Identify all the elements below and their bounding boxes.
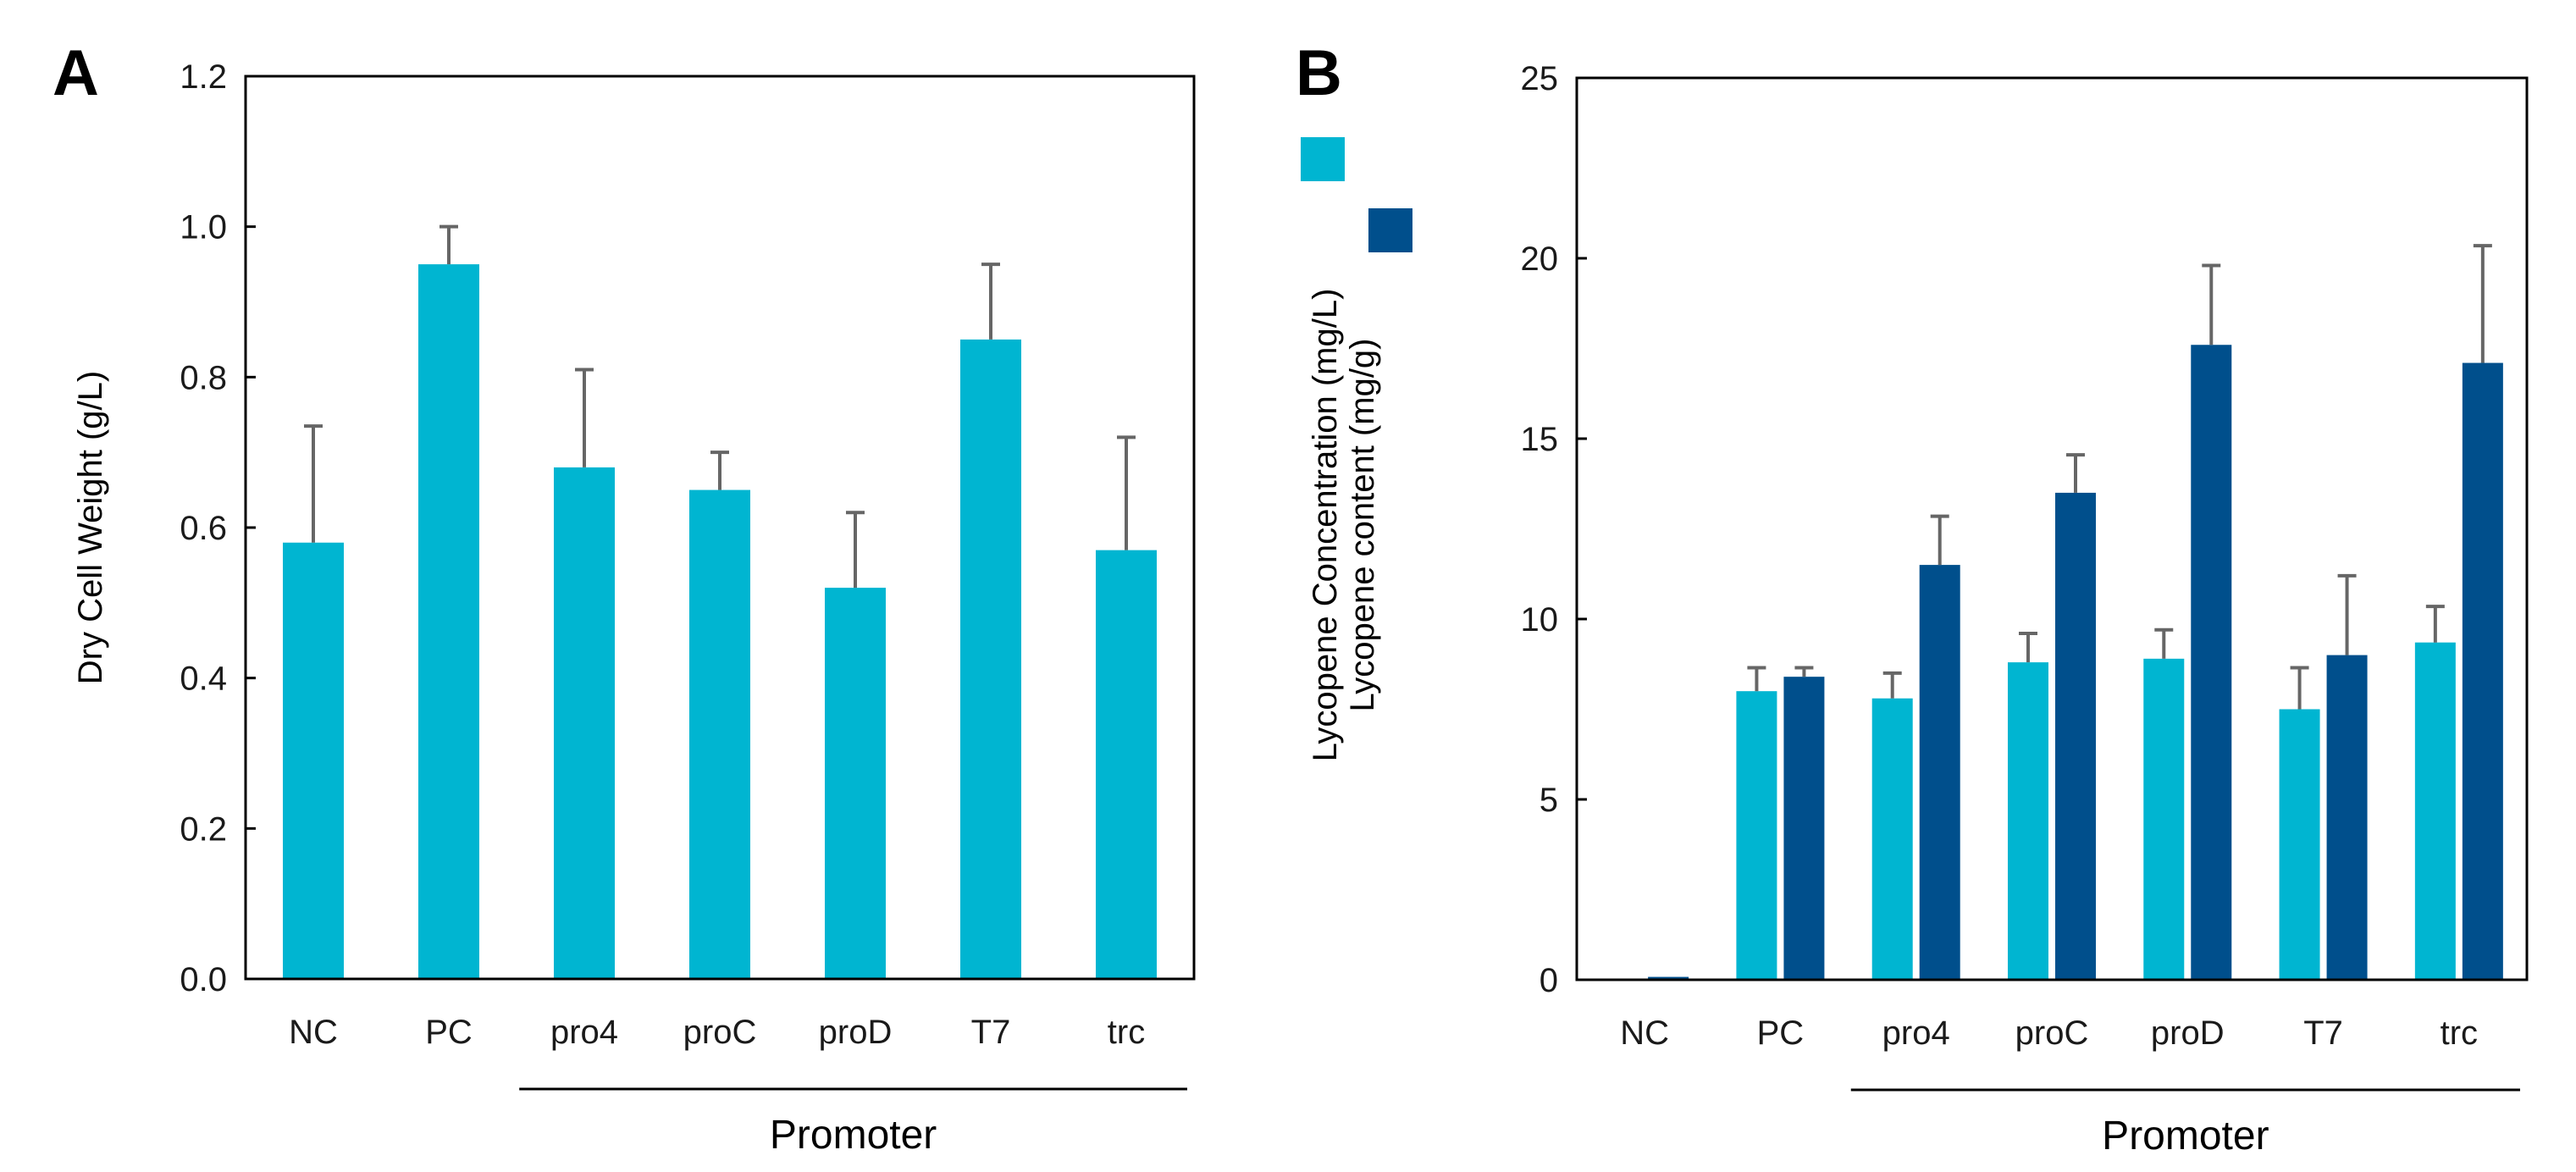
- y-tick-label: 0.2: [180, 810, 227, 848]
- y-tick-label: 0.0: [180, 961, 227, 998]
- x-tick-label-prod: proD: [819, 1014, 893, 1051]
- bar-prod-series-2: [2191, 345, 2232, 980]
- bar-prod: [825, 588, 886, 979]
- x-tick-label-pc: PC: [1757, 1014, 1805, 1052]
- panel-a-y-axis-label: Dry Cell Weight (g/L): [72, 371, 109, 684]
- x-tick-label-nc: NC: [289, 1014, 338, 1051]
- bar-trc: [1096, 550, 1157, 979]
- bar-proc: [689, 489, 750, 979]
- bar-pro4-series-1: [1871, 698, 1913, 980]
- panel-a-x-tick-labels: NC PC pro4 proC proD T7 trc: [289, 1014, 1145, 1051]
- y-tick-label: 10: [1521, 601, 1559, 639]
- y-tick-label: 5: [1540, 782, 1558, 819]
- panel-b-error-bars: [1747, 244, 2492, 710]
- bar-trc-series-1: [2414, 642, 2456, 980]
- bar-prod-series-1: [2143, 658, 2185, 980]
- panel-a: A 0.0 0.2 0.4 0.6 0.8 1.0 1.2 NC PC pro4 proC proD…: [53, 37, 1196, 1158]
- y-tick-label: 0.8: [180, 359, 227, 396]
- x-tick-label-nc: NC: [1620, 1014, 1669, 1052]
- panel-a-promoter-label: Promoter: [770, 1113, 937, 1158]
- panel-b-y-axis-label-line-1: Lycopene Concentration (mg/L): [1307, 289, 1344, 762]
- x-tick-label-pc: PC: [425, 1014, 473, 1051]
- bar-pc-series-2: [1783, 677, 1825, 980]
- x-tick-label-proc: proC: [683, 1014, 757, 1051]
- bar-t7: [960, 339, 1021, 980]
- y-tick-label: 0.4: [180, 661, 227, 698]
- x-tick-label-prod: proD: [2151, 1014, 2225, 1052]
- panel-b-y-axis-label: Lycopene Concentration (mg/L) Lycopene c…: [1307, 289, 1381, 762]
- x-tick-label-t7: T7: [971, 1014, 1011, 1051]
- x-tick-label-t7: T7: [2303, 1014, 2343, 1052]
- bar-proc-series-1: [2008, 662, 2048, 980]
- bar-pc: [418, 264, 479, 979]
- bar-t7-series-2: [2326, 655, 2368, 980]
- panel-b-bars: [1648, 345, 2503, 980]
- bar-t7-series-1: [2279, 709, 2320, 980]
- panel-a-bars: [283, 264, 1157, 980]
- bar-pro4: [554, 467, 615, 979]
- x-tick-label-pro4: pro4: [1882, 1014, 1950, 1052]
- panel-b: B 0 5 10 15 20 25 NC PC pro4 proC proD T7 trc Lycop…: [1296, 37, 2529, 1158]
- panel-b-letter: B: [1296, 37, 1342, 109]
- bar-pro4-series-2: [1919, 565, 1960, 980]
- y-tick-label: 15: [1521, 421, 1559, 458]
- x-tick-label-pro4: pro4: [550, 1014, 618, 1051]
- y-tick-label: 0: [1540, 962, 1558, 999]
- panel-a-y-ticks: 0.0 0.2 0.4 0.6 0.8 1.0 1.2: [180, 58, 256, 998]
- panel-b-plot-frame: [1575, 76, 2529, 981]
- y-tick-label: 20: [1521, 240, 1559, 278]
- panel-b-promoter-label: Promoter: [2102, 1114, 2269, 1158]
- bar-proc-series-2: [2055, 492, 2096, 980]
- bar-nc-series-2: [1648, 976, 1689, 980]
- x-tick-label-proc: proC: [2015, 1014, 2089, 1052]
- y-tick-label: 1.0: [180, 209, 227, 246]
- panel-b-y-ticks: 0 5 10 15 20 25: [1521, 60, 1587, 999]
- y-tick-label: 1.2: [180, 58, 227, 96]
- legend-swatch-lycopene-content: [1368, 208, 1412, 252]
- panel-b-y-axis-label-line-2: Lycopene content (mg/g): [1344, 339, 1381, 712]
- panel-a-error-bars: [304, 224, 1136, 589]
- y-tick-label: 0.6: [180, 510, 227, 547]
- x-tick-label-trc: trc: [2441, 1014, 2478, 1052]
- y-tick-label: 25: [1521, 60, 1559, 97]
- panel-b-x-tick-labels: NC PC pro4 proC proD T7 trc: [1620, 1014, 2478, 1052]
- bar-trc-series-2: [2462, 362, 2503, 980]
- x-tick-label-trc: trc: [1108, 1014, 1145, 1051]
- panel-a-letter: A: [53, 37, 99, 109]
- legend-swatch-lycopene-concentration: [1301, 137, 1345, 181]
- bar-nc: [283, 542, 344, 979]
- bar-pc-series-1: [1736, 691, 1777, 980]
